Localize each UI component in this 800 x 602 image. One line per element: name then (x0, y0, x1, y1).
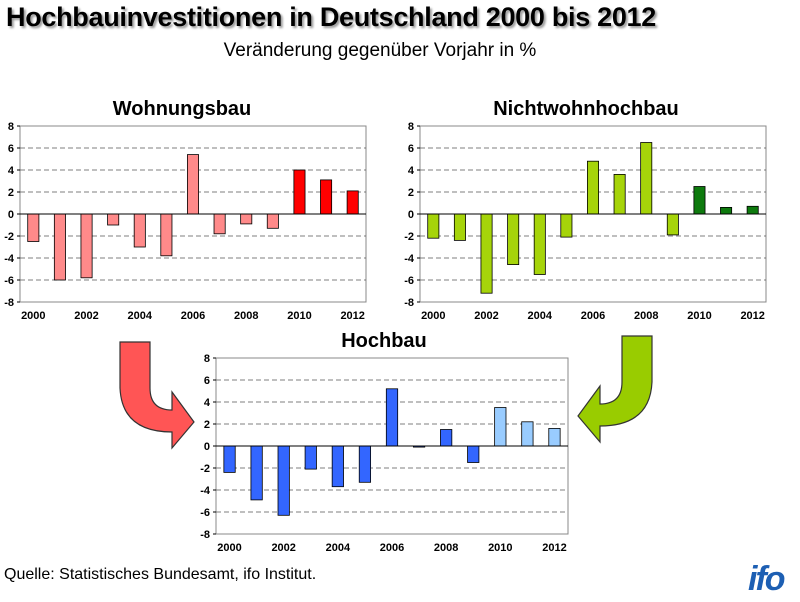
x-tick-label: 2002 (474, 310, 498, 322)
bar-2002 (480, 213, 493, 294)
ifo-logo: ifo (748, 560, 786, 598)
bar-2001 (250, 445, 263, 501)
source-note: Quelle: Statistisches Bundesamt, ifo Ins… (4, 566, 317, 583)
chart-wohnungsbau: -8 -6 -4 -2 0 2 4 6 8 2000 2002 2004 2006 2008 2010 201… (4, 121, 367, 322)
bar-2008 (240, 213, 253, 225)
chart-title-hochbau: Hochbau (341, 330, 427, 352)
y-tick-label: 4 (8, 165, 15, 177)
bar-2009 (467, 445, 480, 463)
bar-2010 (693, 186, 706, 215)
bar-2000 (223, 445, 236, 473)
y-tick-label: 6 (204, 375, 210, 387)
y-tick-label: -2 (404, 231, 414, 243)
x-tick-label: 2002 (74, 310, 98, 322)
y-tick-label: 6 (8, 143, 14, 155)
curved-arrow-left-icon (577, 335, 653, 444)
bar-2002 (277, 445, 290, 516)
x-tick-label: 2000 (217, 542, 241, 554)
bar-2011 (320, 179, 333, 215)
bar-2001 (453, 213, 466, 241)
y-tick-label: -8 (200, 529, 210, 541)
bar-2006 (385, 388, 399, 447)
bar-2007 (613, 174, 626, 215)
bar-2010 (293, 169, 306, 215)
bar-2012 (346, 190, 359, 215)
y-tick-label: 0 (8, 209, 14, 221)
bar-2011 (521, 421, 534, 447)
x-tick-label: 2008 (434, 542, 458, 554)
y-tick-label: 2 (8, 187, 14, 199)
bar-2002 (80, 213, 93, 279)
bar-2009 (266, 213, 279, 229)
bar-2003 (507, 213, 520, 265)
bar-2008 (440, 429, 453, 447)
y-tick-label: 6 (408, 143, 414, 155)
x-tick-label: 2012 (340, 310, 364, 322)
x-tick-label: 2008 (634, 310, 658, 322)
bar-2004 (533, 213, 546, 275)
y-tick-label: -2 (4, 231, 14, 243)
bar-2004 (331, 445, 344, 488)
x-tick-label: 2000 (21, 310, 45, 322)
curved-arrow-right-icon (119, 341, 195, 450)
x-tick-label: 2006 (181, 310, 205, 322)
chart-title-wohnungsbau: Wohnungsbau (112, 98, 252, 120)
bar-2007 (213, 213, 226, 235)
y-tick-label: 2 (408, 187, 414, 199)
bar-2006 (587, 160, 599, 215)
bar-2003 (107, 213, 120, 226)
bar-2005 (358, 445, 372, 483)
x-tick-label: 2010 (488, 542, 512, 554)
y-tick-label: 4 (408, 165, 415, 177)
bar-2010 (494, 407, 507, 447)
y-tick-label: 8 (8, 121, 14, 133)
y-tick-label: 8 (204, 353, 210, 365)
bar-2000 (27, 213, 40, 242)
bar-2009 (666, 213, 679, 236)
x-tick-label: 2004 (528, 310, 553, 322)
bar-2004 (133, 213, 146, 248)
y-tick-label: -6 (404, 275, 414, 287)
bar-2011 (720, 207, 733, 215)
page-subtitle: Veränderung gegenüber Vorjahr in % (223, 40, 537, 61)
chart-hochbau: -8 -6 -4 -2 0 2 4 6 8 2000 2002 2004 2006 2008 2010 201… (200, 353, 569, 554)
x-tick-label: 2000 (421, 310, 445, 322)
y-tick-label: -8 (404, 297, 414, 309)
x-tick-label: 2006 (380, 542, 404, 554)
y-tick-label: 0 (408, 209, 414, 221)
page-title: Hochbauinvestitionen in Deutschland 2000… (6, 2, 656, 32)
y-tick-label: -4 (4, 253, 15, 265)
y-tick-label: 4 (204, 397, 211, 409)
x-tick-label: 2004 (326, 542, 351, 554)
chart-nichtwohnhochbau: -8 -6 -4 -2 0 2 4 6 8 2000 2002 2004 2006 2008 2010 201… (404, 121, 767, 322)
y-tick-label: -2 (200, 463, 210, 475)
x-tick-label: 2006 (581, 310, 605, 322)
bar-2005 (160, 213, 173, 257)
y-tick-label: -4 (404, 253, 415, 265)
bar-2008 (640, 142, 653, 215)
y-tick-label: -6 (4, 275, 14, 287)
bar-2012 (548, 428, 561, 447)
x-tick-label: 2002 (271, 542, 295, 554)
bar-2005 (560, 213, 573, 238)
x-tick-label: 2004 (128, 310, 153, 322)
y-tick-label: -8 (4, 297, 14, 309)
x-tick-label: 2010 (687, 310, 711, 322)
bar-2012 (746, 205, 759, 215)
y-tick-label: 8 (408, 121, 414, 133)
bar-2006 (187, 154, 199, 215)
y-tick-label: 0 (204, 441, 210, 453)
x-tick-label: 2012 (542, 542, 566, 554)
y-tick-label: -6 (200, 507, 210, 519)
y-tick-label: -4 (200, 485, 211, 497)
x-tick-label: 2010 (287, 310, 311, 322)
bar-2001 (53, 213, 66, 281)
chart-title-nichtwohnhochbau: Nichtwohnhochbau (493, 98, 679, 120)
y-tick-label: 2 (204, 419, 210, 431)
bar-2003 (304, 445, 317, 470)
x-tick-label: 2012 (740, 310, 764, 322)
x-tick-label: 2008 (234, 310, 258, 322)
bar-2000 (427, 213, 440, 239)
